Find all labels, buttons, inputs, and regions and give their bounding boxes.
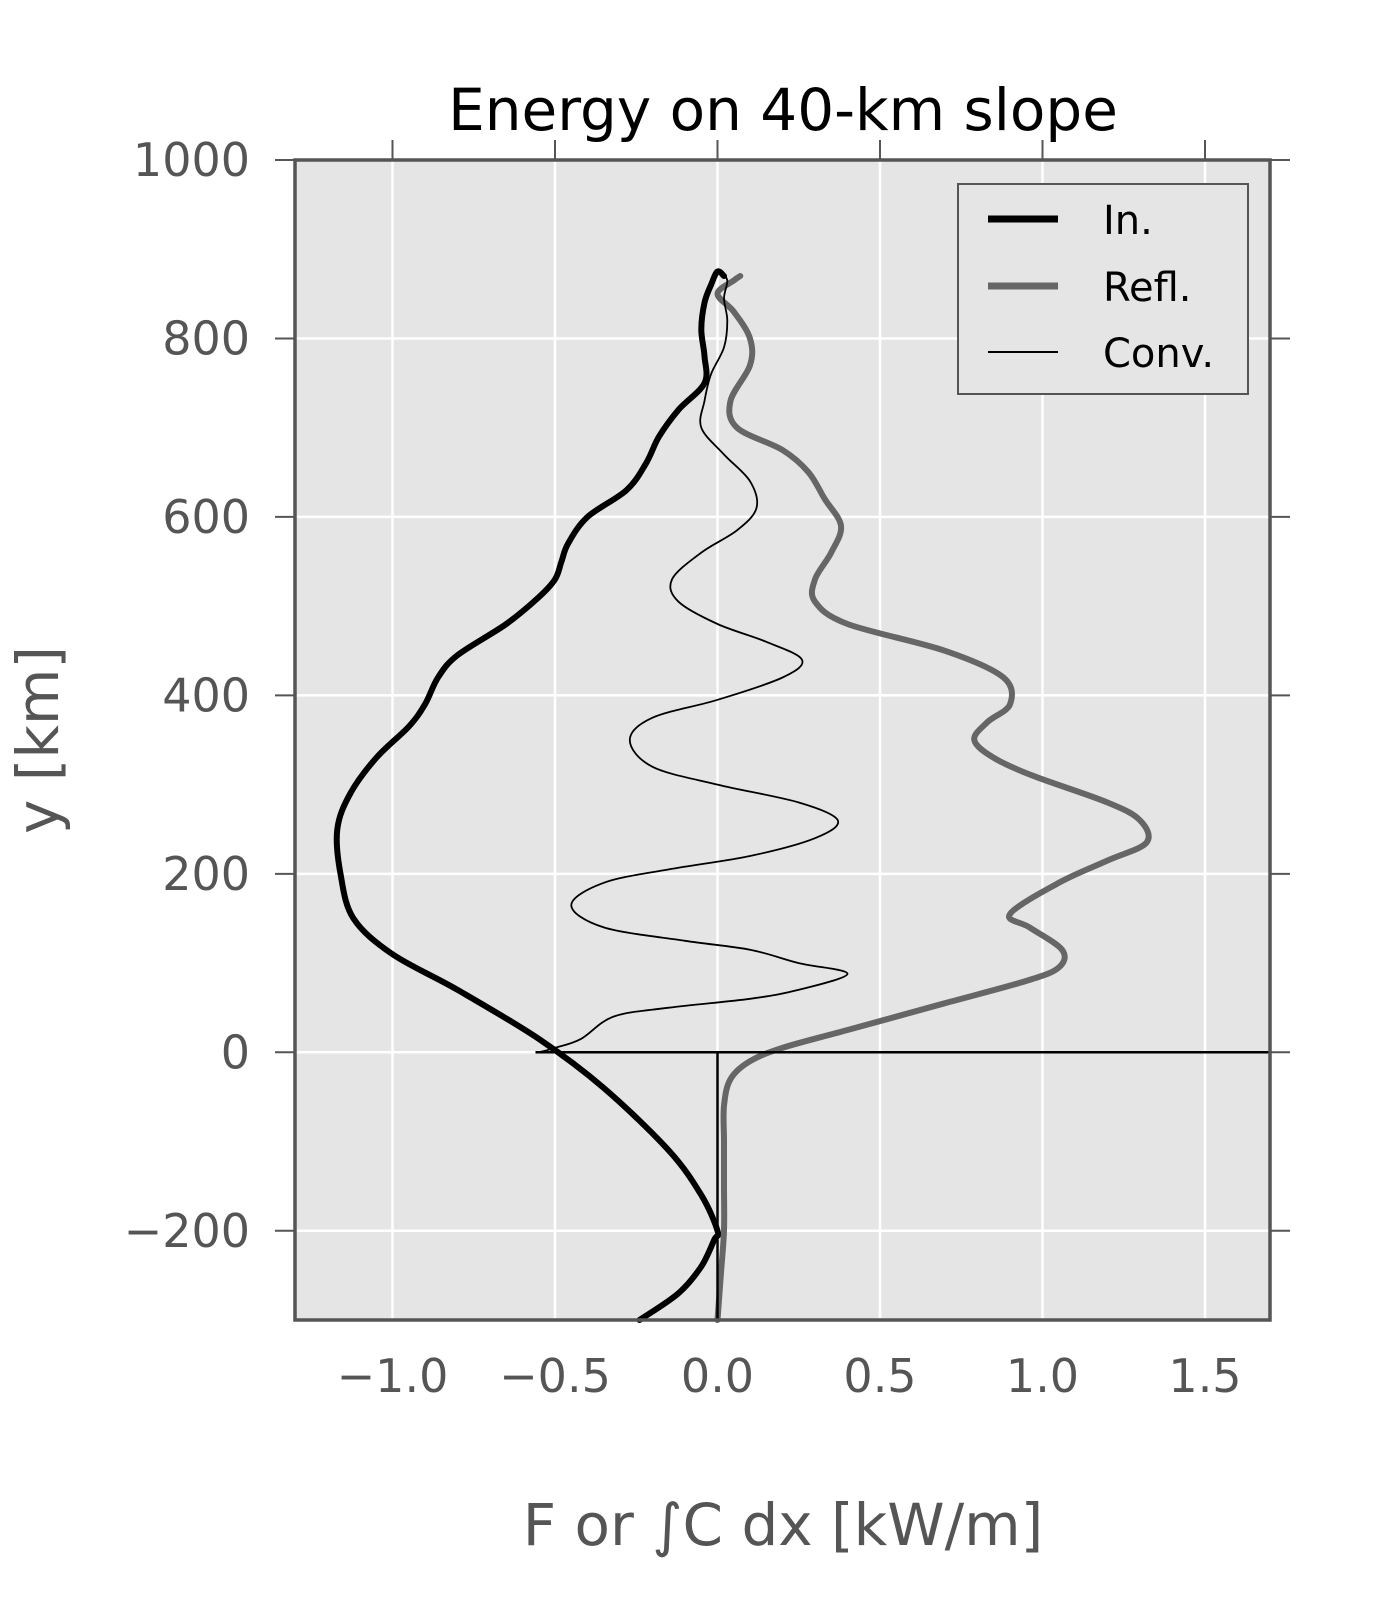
ticks: −1.0 −0.5 0.0 0.5 1.0 1.5 −200 0 200 400 600 800 100… bbox=[124, 133, 1290, 1403]
y-tick-label: 800 bbox=[162, 311, 250, 365]
y-tick-label: −200 bbox=[124, 1204, 250, 1258]
y-tick-label: 400 bbox=[162, 668, 250, 722]
legend: In. Refl. Conv. bbox=[957, 183, 1249, 395]
reference-lines bbox=[535, 1051, 1270, 1320]
legend-label-in: In. bbox=[1103, 198, 1153, 244]
legend-label-refl: Refl. bbox=[1103, 265, 1192, 311]
y-axis-label: y [km] bbox=[4, 646, 72, 834]
y-tick-label: 200 bbox=[162, 847, 250, 901]
x-tick-label: 0.5 bbox=[843, 1349, 916, 1403]
plot-frame bbox=[293, 158, 1272, 1322]
x-tick-label: −1.0 bbox=[337, 1349, 449, 1403]
y-tick-label: 0 bbox=[221, 1025, 250, 1079]
grid bbox=[295, 158, 1270, 1320]
x-tick-label: 0.0 bbox=[681, 1349, 754, 1403]
x-tick-label: −0.5 bbox=[499, 1349, 611, 1403]
legend-label-conv: Conv. bbox=[1103, 331, 1214, 377]
series-line-refl bbox=[714, 273, 1152, 1323]
y-tick-label: 1000 bbox=[133, 133, 250, 187]
x-tick-label: 1.0 bbox=[1006, 1349, 1079, 1403]
chart-title: Energy on 40-km slope bbox=[448, 76, 1118, 144]
y-tick-label: 600 bbox=[162, 490, 250, 544]
x-tick-label: 1.5 bbox=[1168, 1349, 1241, 1403]
series-line-in bbox=[333, 268, 727, 1323]
x-axis-label: F or ∫C dx [kW/m] bbox=[523, 1491, 1044, 1559]
series-layer bbox=[333, 268, 1152, 1323]
series-line-conv bbox=[537, 270, 849, 1054]
